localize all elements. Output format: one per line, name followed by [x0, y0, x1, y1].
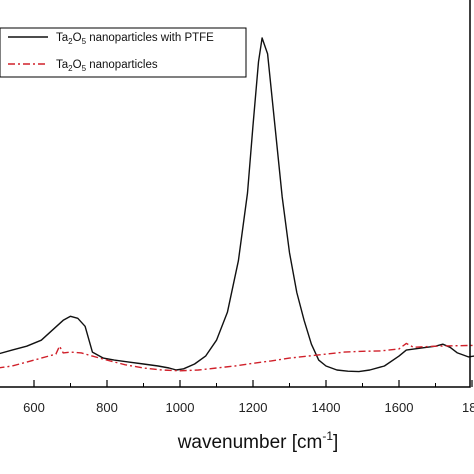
- x-tick-label: 1400: [312, 400, 341, 415]
- series-layer: [0, 37, 474, 373]
- legend-label-nanoparticles: Ta2O5 nanoparticles: [56, 59, 158, 73]
- x-tick-label: 1000: [166, 400, 195, 415]
- x-tick-label: 1600: [385, 400, 414, 415]
- plot-frame: [0, 0, 471, 388]
- series-line-1: [0, 342, 474, 372]
- x-axis-title: wavenumber [cm-1]: [177, 429, 339, 453]
- legend-box: [0, 27, 247, 78]
- x-tick-label: 800: [96, 400, 118, 415]
- x-tick-label: 600: [23, 400, 45, 415]
- series-line-0: [0, 37, 474, 373]
- x-tick-label: 18: [462, 400, 474, 415]
- x-tick-label: 1200: [239, 400, 268, 415]
- legend-label-ptfe: Ta2O5 nanoparticles with PTFE: [56, 32, 214, 46]
- legend: Ta2O5 nanoparticles with PTFE Ta2O5 nano…: [0, 27, 247, 78]
- x-ticks: 600 800 1000 1200 1400 1600 18: [23, 380, 474, 415]
